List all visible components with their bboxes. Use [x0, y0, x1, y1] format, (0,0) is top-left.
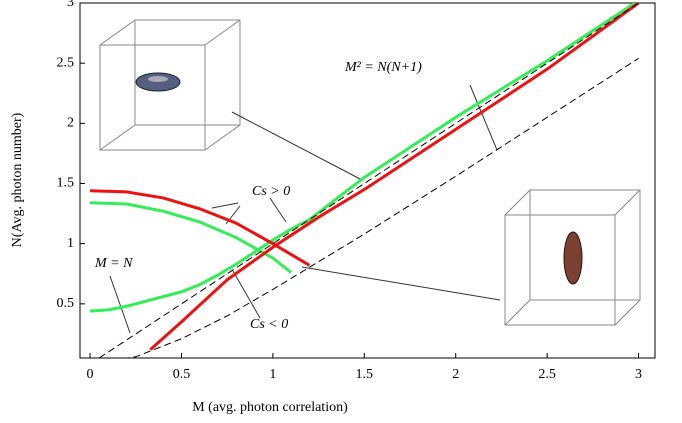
curve: [90, 189, 311, 267]
inset-cube-1: [99, 19, 241, 151]
y-tick-label: 2.5: [57, 55, 75, 70]
plot-lines: [89, 3, 640, 358]
y-tick-label: 2: [67, 116, 74, 131]
x-tick-label: 0: [87, 367, 94, 382]
y-axis-title: N(Avg. photon number): [10, 112, 25, 247]
annotation-arrows: [109, 84, 501, 334]
annotation: M² = N(N+1): [344, 60, 422, 75]
x-tick-label: 3: [635, 367, 642, 382]
x-tick-label: 1: [269, 367, 276, 382]
dashed-curve: [98, 3, 639, 358]
annotation: Cs > 0: [252, 184, 290, 199]
dashed-curve: [124, 57, 639, 358]
annotation: Cs < 0: [250, 317, 288, 332]
x-axis-title: M (avg. photon correlation): [192, 400, 348, 415]
y-tick-label: 1.5: [57, 176, 75, 191]
curve: [89, 3, 638, 313]
curve: [90, 201, 293, 274]
inset-cube-2: [504, 189, 641, 326]
plot-frame: [79, 2, 656, 359]
x-tick-label: 2.5: [538, 367, 556, 382]
annotation: M = N: [94, 256, 133, 271]
y-tick-label: 0.5: [57, 296, 75, 311]
y-tick-label: 3: [67, 0, 74, 10]
curve: [149, 3, 640, 351]
x-tick-label: 1.5: [356, 367, 374, 382]
x-tick-label: 0.5: [173, 367, 191, 382]
y-tick-label: 1: [67, 236, 74, 251]
x-tick-label: 2: [452, 367, 459, 382]
